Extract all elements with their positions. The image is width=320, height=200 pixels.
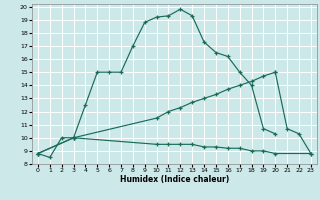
X-axis label: Humidex (Indice chaleur): Humidex (Indice chaleur): [120, 175, 229, 184]
